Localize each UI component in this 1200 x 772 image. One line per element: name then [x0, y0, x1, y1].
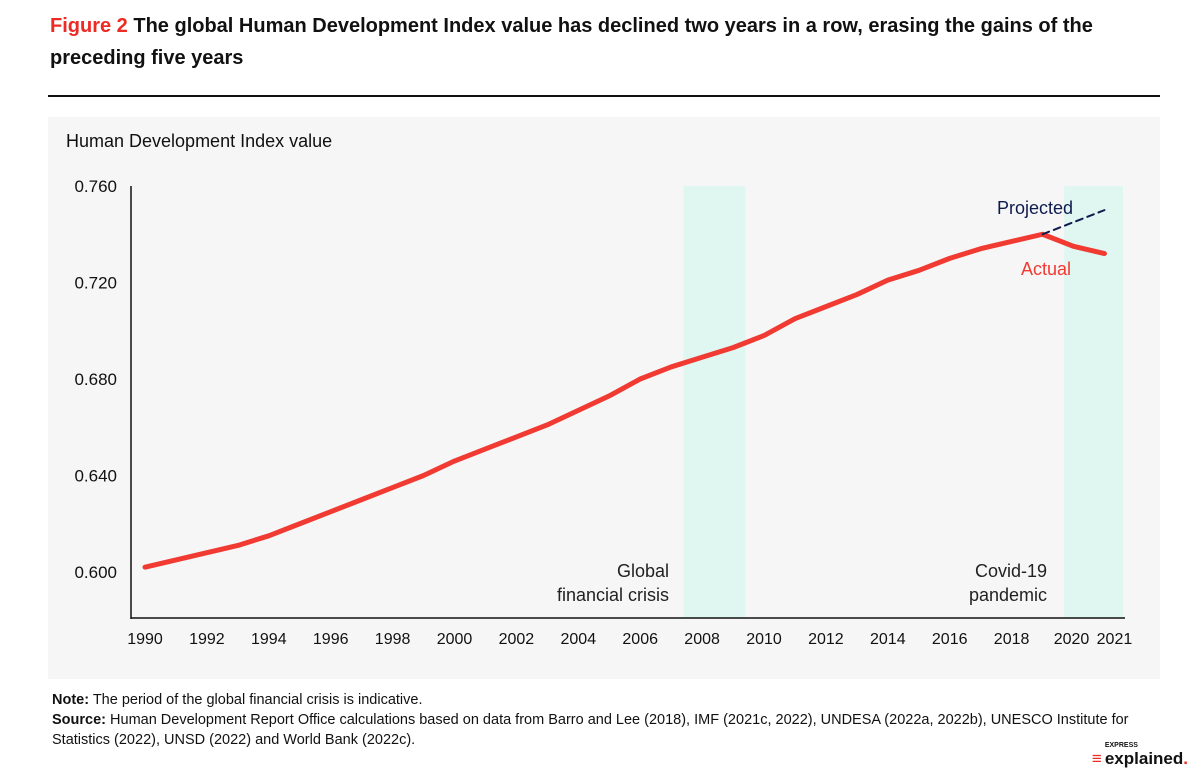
covid-label-line2: pandemic	[969, 585, 1047, 605]
y-tick-label: 0.600	[74, 563, 117, 582]
shaded-period-crisis	[683, 186, 746, 618]
x-tick-label: 2004	[561, 631, 597, 648]
logo-main-text: explained	[1104, 749, 1184, 768]
note-text: The period of the global financial crisi…	[89, 692, 423, 708]
logo-main-wrap: explained.	[1105, 750, 1188, 768]
x-tick-label: 2020	[1054, 631, 1090, 648]
logo-stripes-icon: ≡	[1091, 749, 1102, 768]
x-tick-label: 2006	[622, 631, 658, 648]
figure-title: Figure 2 The global Human Development In…	[50, 10, 1160, 74]
shaded-period-covid	[1064, 186, 1124, 618]
express-explained-logo: ≡ EXPRESS explained.	[1092, 742, 1188, 768]
y-tick-label: 0.640	[74, 467, 117, 486]
y-tick-label: 0.720	[74, 274, 117, 293]
legend-actual: Actual	[1021, 259, 1071, 279]
legend-projected: Projected	[997, 198, 1073, 218]
x-tick-label: 2012	[808, 631, 844, 648]
y-tick-label: 0.680	[74, 370, 117, 389]
x-tick-label: 2000	[437, 631, 473, 648]
logo-dot: .	[1183, 749, 1188, 768]
x-tick-label: 1994	[251, 631, 287, 648]
source-text: Human Development Report Office calculat…	[52, 712, 1129, 748]
series-line-actual	[142, 231, 1107, 570]
x-tick-label: 2021	[1097, 631, 1133, 648]
title-divider	[48, 95, 1160, 97]
x-tick-label: 1992	[189, 631, 225, 648]
x-tick-label: 2008	[684, 631, 720, 648]
crisis-label-line1: Global	[617, 561, 669, 581]
notes: Note: The period of the global financial…	[52, 690, 1172, 750]
x-tick-label: 2014	[870, 631, 906, 648]
x-tick-label: 1990	[127, 631, 163, 648]
covid-label-line1: Covid-19	[975, 561, 1047, 581]
y-tick-label: 0.760	[74, 177, 117, 196]
logo-small-text: EXPRESS	[1104, 742, 1138, 749]
figure-label: Figure 2	[50, 15, 128, 37]
logo-wordmark: EXPRESS explained.	[1105, 742, 1188, 768]
x-tick-label: 1998	[375, 631, 411, 648]
x-tick-label: 2010	[746, 631, 782, 648]
x-tick-label: 1996	[313, 631, 349, 648]
crisis-label-line2: financial crisis	[557, 585, 669, 605]
x-tick-label: 2016	[932, 631, 968, 648]
note-label: Note:	[52, 692, 90, 708]
y-axis-label: Human Development Index value	[66, 131, 332, 151]
series-line-projected	[1041, 209, 1106, 236]
x-tick-label: 2002	[499, 631, 535, 648]
x-tick-label: 2018	[994, 631, 1030, 648]
source-label: Source:	[52, 712, 106, 728]
figure-title-text: The global Human Development Index value…	[50, 15, 1093, 69]
